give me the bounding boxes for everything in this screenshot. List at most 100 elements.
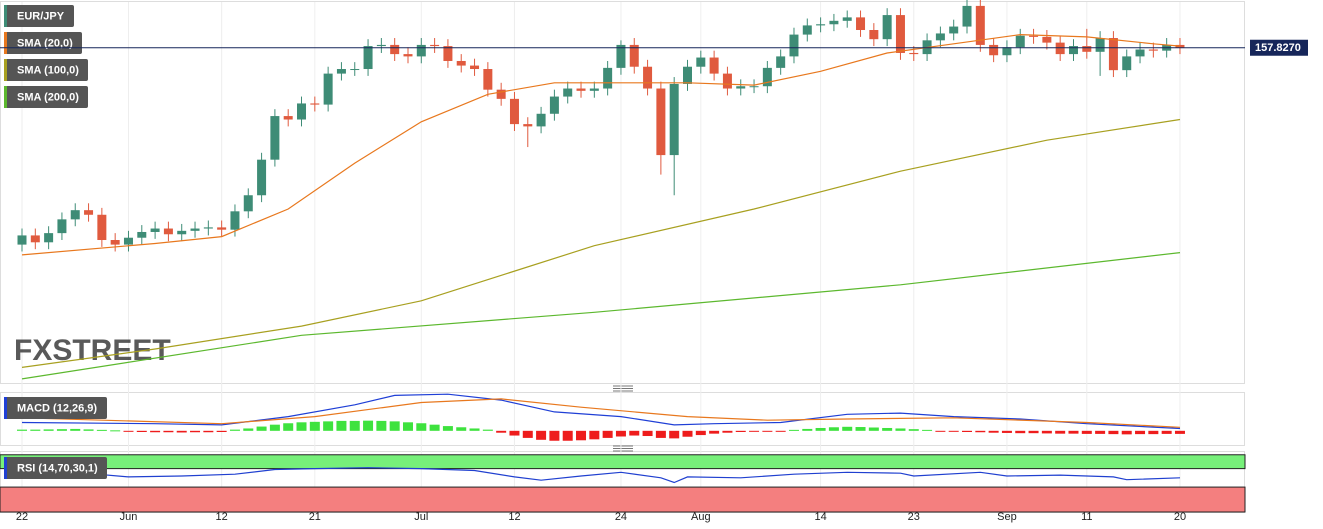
candle-body bbox=[536, 113, 546, 127]
histogram-bar bbox=[56, 429, 67, 431]
histogram-bar bbox=[323, 421, 334, 431]
histogram-bar bbox=[868, 427, 879, 431]
candle-body bbox=[363, 46, 373, 70]
histogram-bar bbox=[655, 430, 666, 438]
candle-body bbox=[1068, 46, 1078, 55]
candle-body bbox=[1108, 38, 1118, 71]
rsi-zone bbox=[0, 486, 1246, 513]
histogram-bar bbox=[576, 430, 587, 441]
candle-body bbox=[336, 69, 346, 74]
histogram-bar bbox=[283, 423, 294, 431]
candle-body bbox=[30, 235, 40, 243]
histogram-bar bbox=[30, 429, 41, 431]
candle-body bbox=[123, 237, 133, 245]
candle-body bbox=[57, 219, 67, 234]
candle-body bbox=[656, 88, 666, 156]
legend-label: SMA (20,0) bbox=[17, 37, 73, 49]
candle-body bbox=[243, 195, 253, 212]
histogram-bar bbox=[842, 426, 853, 431]
panel-resize-handle[interactable] bbox=[613, 385, 633, 392]
legend-swatch bbox=[4, 59, 7, 81]
candle-body bbox=[909, 52, 919, 55]
histogram-bar bbox=[456, 427, 467, 431]
histogram-bar bbox=[509, 430, 520, 436]
histogram-bar bbox=[988, 430, 999, 433]
histogram-bar bbox=[349, 420, 360, 431]
histogram-bar bbox=[496, 430, 507, 433]
histogram-bar bbox=[895, 428, 906, 431]
legend-label: MACD (12,26,9) bbox=[17, 402, 97, 414]
candle-body bbox=[696, 57, 706, 67]
histogram-bar bbox=[828, 427, 839, 431]
legend-swatch bbox=[4, 32, 7, 54]
candle-body bbox=[709, 57, 719, 74]
candle-body bbox=[1042, 36, 1052, 43]
candle-body bbox=[802, 25, 812, 35]
x-tick-label: 12 bbox=[508, 511, 520, 523]
candle-body bbox=[17, 235, 27, 245]
x-tick-label: Jun bbox=[120, 511, 138, 523]
histogram-bar bbox=[1174, 430, 1185, 434]
legend-label: SMA (200,0) bbox=[17, 91, 79, 103]
candle-body bbox=[483, 69, 493, 90]
candle-body bbox=[762, 67, 772, 87]
histogram-bar bbox=[163, 430, 174, 433]
candle-body bbox=[297, 103, 307, 120]
histogram-bar bbox=[615, 430, 626, 437]
histogram-bar bbox=[309, 421, 320, 431]
histogram-bar bbox=[562, 430, 573, 441]
histogram-bar bbox=[749, 430, 760, 432]
histogram-bar bbox=[363, 420, 374, 431]
histogram-bar bbox=[336, 420, 347, 431]
candle-body bbox=[1135, 49, 1145, 57]
histogram-bar bbox=[17, 429, 27, 431]
histogram-bar bbox=[1028, 430, 1039, 434]
candle-body bbox=[137, 231, 147, 238]
candle-body bbox=[1095, 38, 1105, 52]
x-tick-label: Jul bbox=[414, 511, 428, 523]
candle-body bbox=[643, 66, 653, 89]
histogram-bar bbox=[629, 430, 640, 436]
candle-body bbox=[722, 73, 732, 89]
histogram-bar bbox=[735, 430, 746, 432]
histogram-bar bbox=[110, 430, 121, 432]
candle-body bbox=[283, 116, 293, 120]
candle-body bbox=[523, 124, 533, 127]
histogram-bar bbox=[190, 430, 201, 433]
candle-body bbox=[323, 73, 333, 105]
x-tick-label: 22 bbox=[16, 511, 28, 523]
candle-body bbox=[310, 103, 320, 105]
candle-body bbox=[403, 54, 413, 57]
x-tick-label: 12 bbox=[216, 511, 228, 523]
histogram-bar bbox=[469, 428, 480, 431]
candle-body bbox=[842, 17, 852, 21]
x-tick-label: 21 bbox=[309, 511, 321, 523]
candle-body bbox=[789, 34, 799, 57]
candle-body bbox=[44, 233, 54, 243]
histogram-bar bbox=[1135, 430, 1146, 435]
histogram-bar bbox=[83, 429, 94, 431]
histogram-bar bbox=[682, 430, 693, 437]
candle-body bbox=[257, 159, 267, 196]
candle-body bbox=[110, 240, 120, 245]
candle-body bbox=[989, 44, 999, 56]
legend-swatch bbox=[4, 86, 7, 108]
candle-body bbox=[1029, 35, 1039, 37]
candle-body bbox=[416, 44, 426, 57]
rsi-zone bbox=[0, 454, 1246, 470]
histogram-bar bbox=[642, 430, 653, 437]
panel-resize-handle[interactable] bbox=[613, 445, 633, 452]
histogram-bar bbox=[442, 426, 453, 431]
candle-body bbox=[84, 210, 94, 215]
legend-swatch bbox=[4, 457, 7, 479]
histogram-bar bbox=[389, 421, 400, 431]
histogram-bar bbox=[43, 429, 54, 431]
histogram-bar bbox=[1161, 430, 1172, 434]
histogram-bar bbox=[482, 429, 493, 431]
candle-body bbox=[882, 15, 892, 40]
histogram-bar bbox=[908, 429, 919, 431]
candle-body bbox=[816, 24, 826, 26]
histogram-bar bbox=[429, 424, 440, 431]
histogram-bar bbox=[1081, 430, 1092, 434]
